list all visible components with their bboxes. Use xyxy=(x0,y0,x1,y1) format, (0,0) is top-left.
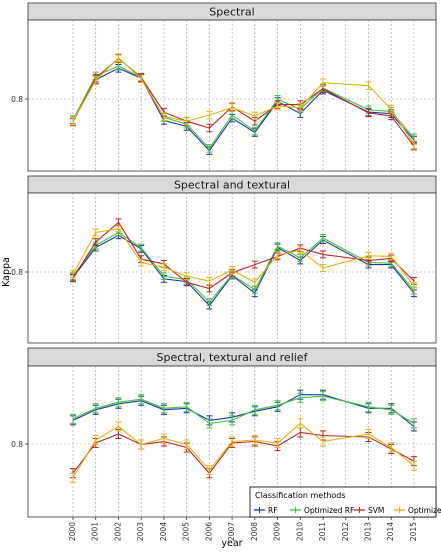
panel-title: Spectral and textural xyxy=(174,179,290,192)
legend: Classification methods RF Optimized RF SVM O… xyxy=(249,486,441,518)
legend-label: Optimized RF xyxy=(304,506,354,515)
legend-title: Classification methods xyxy=(255,491,346,500)
y-axis-title: Kappa xyxy=(1,257,12,287)
x-tick-label: 2011 xyxy=(318,522,327,541)
panel-title: Spectral, textural and relief xyxy=(157,351,309,364)
x-tick-label: 2008 xyxy=(250,522,259,541)
x-tick-label: 2006 xyxy=(204,522,213,541)
y-tick-label: 0.8 xyxy=(11,268,23,277)
panel: Spectral 0.8 xyxy=(11,2,437,172)
y-tick-label: 0.8 xyxy=(11,440,23,449)
series-group xyxy=(70,53,417,149)
panel-title: Spectral xyxy=(209,6,254,19)
x-tick-label: 2010 xyxy=(295,522,304,541)
x-tick-label: 2005 xyxy=(182,522,191,541)
x-tick-label: 2013 xyxy=(363,522,372,541)
x-tick-label: 2003 xyxy=(136,522,145,541)
legend-box xyxy=(249,486,437,518)
x-tick-label: 2004 xyxy=(159,522,168,541)
legend-label: SVM xyxy=(368,506,384,515)
x-tick-label: 2002 xyxy=(113,522,122,541)
series-group xyxy=(70,224,417,290)
x-tick-label: 2015 xyxy=(409,522,418,541)
x-tick-label: 2012 xyxy=(341,522,350,541)
series-group xyxy=(70,391,417,429)
x-tick-label: 2007 xyxy=(227,522,236,541)
x-tick-label: 2000 xyxy=(68,522,77,541)
x-tick-label: 2009 xyxy=(273,522,282,541)
x-tick-label: 2001 xyxy=(91,522,100,541)
legend-label: Optimized SVM xyxy=(408,506,441,515)
x-axis-title: year xyxy=(221,538,242,549)
y-tick-label: 0.8 xyxy=(11,95,23,104)
legend-label: RF xyxy=(268,506,278,515)
x-tick-label: 2014 xyxy=(386,522,395,541)
series-group xyxy=(70,418,417,483)
panel: Spectral and textural 0.8 xyxy=(11,175,437,344)
